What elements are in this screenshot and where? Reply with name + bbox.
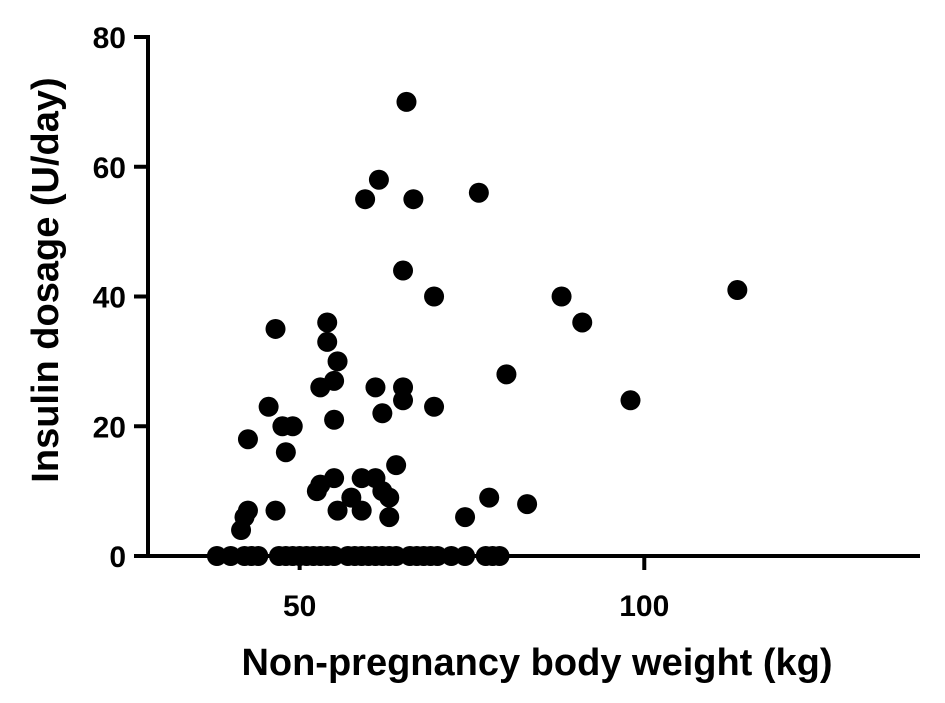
y-axis-title: Insulin dosage (U/day) <box>25 77 67 482</box>
data-point <box>517 494 538 515</box>
data-point <box>496 364 517 385</box>
data-point <box>355 189 376 210</box>
data-point <box>393 260 414 281</box>
data-point <box>489 546 510 566</box>
data-point <box>551 286 572 307</box>
data-point <box>393 390 414 411</box>
data-point <box>424 286 445 307</box>
data-point <box>468 182 489 203</box>
data-point <box>455 507 476 528</box>
data-point <box>258 396 279 417</box>
data-point <box>220 546 241 566</box>
data-point <box>368 169 389 190</box>
data-point <box>351 468 372 489</box>
data-point <box>327 351 348 372</box>
data-point <box>427 546 448 566</box>
y-tick-label: 20 <box>93 411 126 444</box>
data-point <box>403 189 424 210</box>
data-point <box>248 546 269 566</box>
data-point <box>379 507 400 528</box>
data-point <box>727 280 748 301</box>
y-tick-label: 60 <box>93 152 126 185</box>
data-point <box>282 416 303 437</box>
data-point <box>324 370 345 391</box>
data-point <box>231 520 252 541</box>
data-point <box>386 455 407 476</box>
y-tick-label: 80 <box>93 22 126 55</box>
data-point <box>351 500 372 521</box>
data-point <box>324 409 345 430</box>
data-point <box>275 442 296 463</box>
axes <box>146 35 920 558</box>
data-point <box>327 500 348 521</box>
data-point <box>386 546 407 566</box>
data-point <box>265 318 286 339</box>
data-point <box>317 331 338 352</box>
data-point <box>572 312 593 333</box>
data-point <box>379 487 400 508</box>
tick-labels: 0 20 40 60 80 50 100 <box>93 22 670 623</box>
data-point <box>620 390 641 411</box>
x-tick-label: 100 <box>619 590 669 623</box>
data-point <box>237 429 258 450</box>
data-point <box>372 403 393 424</box>
data-point <box>396 91 417 112</box>
data-point <box>479 487 500 508</box>
data-point <box>441 546 462 566</box>
data-point <box>306 481 327 502</box>
data-point <box>206 546 227 566</box>
data-point <box>424 396 445 417</box>
data-point <box>265 500 286 521</box>
ticks <box>134 35 647 570</box>
data-points <box>206 91 748 566</box>
data-point <box>324 546 345 566</box>
y-tick-label: 40 <box>93 282 126 315</box>
x-axis-title: Non-pregnancy body weight (kg) <box>241 642 832 684</box>
data-point <box>317 312 338 333</box>
data-point <box>455 546 476 566</box>
data-point <box>365 377 386 398</box>
x-tick-label: 50 <box>283 590 316 623</box>
y-tick-label: 0 <box>109 541 126 574</box>
